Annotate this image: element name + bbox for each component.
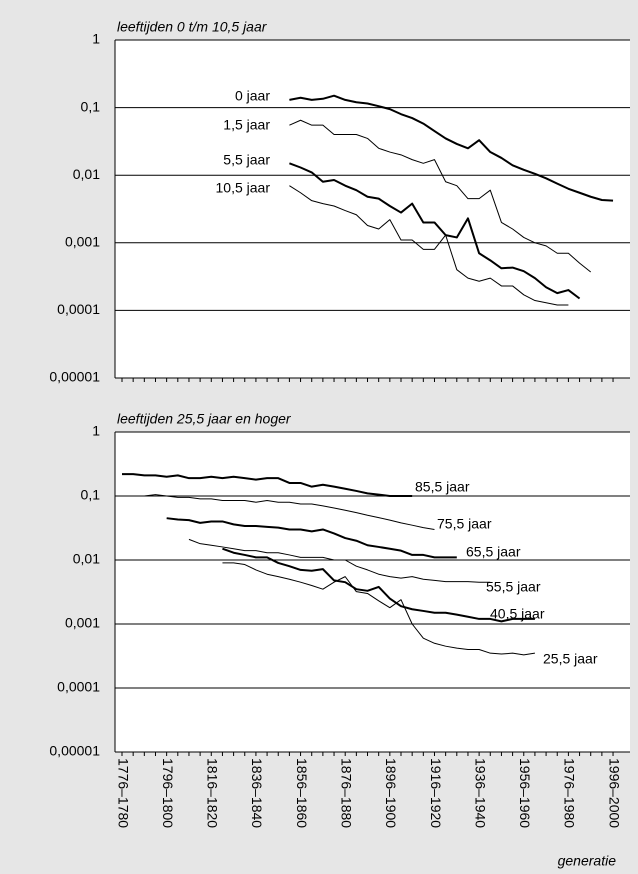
x-tick-label: 1956–1960	[517, 758, 533, 828]
x-tick-label: 1936–1940	[472, 758, 488, 828]
x-tick-label: 1816–1820	[205, 758, 221, 828]
x-tick-label: 1796–1800	[160, 758, 176, 828]
series-label: 10,5 jaar	[216, 180, 271, 196]
x-tick-label: 1896–1900	[383, 758, 399, 828]
series-label: 75,5 jaar	[437, 516, 492, 532]
series-line	[188, 538, 491, 583]
series-label: 5,5 jaar	[223, 152, 270, 168]
series-line	[222, 547, 535, 623]
x-tick-label: 1836–1840	[249, 758, 265, 828]
series-label: 1,5 jaar	[223, 117, 270, 133]
y-tick-label: 0,00001	[49, 369, 100, 385]
y-tick-label: 1	[92, 31, 100, 47]
series-line	[289, 119, 592, 273]
plot-area	[115, 432, 630, 752]
series-label: 65,5 jaar	[466, 544, 521, 560]
y-tick-label: 0,001	[65, 234, 100, 250]
panel-title: leeftijden 25,5 jaar en hoger	[117, 411, 292, 427]
series-line	[289, 162, 581, 300]
y-tick-label: 1	[92, 423, 100, 439]
series-line	[122, 473, 413, 497]
x-tick-label: 1876–1880	[338, 758, 354, 828]
series-line	[289, 94, 614, 202]
y-tick-label: 0,001	[65, 615, 100, 631]
x-tick-label: 1976–1980	[562, 758, 578, 828]
series-line	[222, 562, 535, 656]
series-label: 25,5 jaar	[543, 651, 598, 667]
y-tick-label: 0,1	[81, 98, 101, 114]
x-tick-label: 1996–2000	[606, 758, 622, 828]
x-tick-label: 1916–1920	[428, 758, 444, 828]
x-axis-title: generatie	[558, 853, 617, 869]
series-line	[144, 494, 435, 530]
y-tick-label: 0,0001	[57, 679, 100, 695]
series-label: 0 jaar	[235, 88, 270, 104]
plot-area	[115, 40, 630, 378]
series-label: 40,5 jaar	[490, 606, 545, 622]
x-tick-label: 1776–1780	[115, 758, 131, 828]
series-label: 85,5 jaar	[415, 479, 470, 495]
y-tick-label: 0,01	[73, 166, 100, 182]
y-tick-label: 0,01	[73, 551, 100, 567]
y-tick-label: 0,0001	[57, 301, 100, 317]
series-label: 55,5 jaar	[486, 579, 541, 595]
y-tick-label: 0,1	[81, 487, 101, 503]
series-line	[166, 517, 457, 559]
y-tick-label: 0,00001	[49, 743, 100, 759]
x-tick-label: 1856–1860	[294, 758, 310, 828]
panel-title: leeftijden 0 t/m 10,5 jaar	[117, 19, 268, 35]
series-line	[289, 185, 569, 306]
